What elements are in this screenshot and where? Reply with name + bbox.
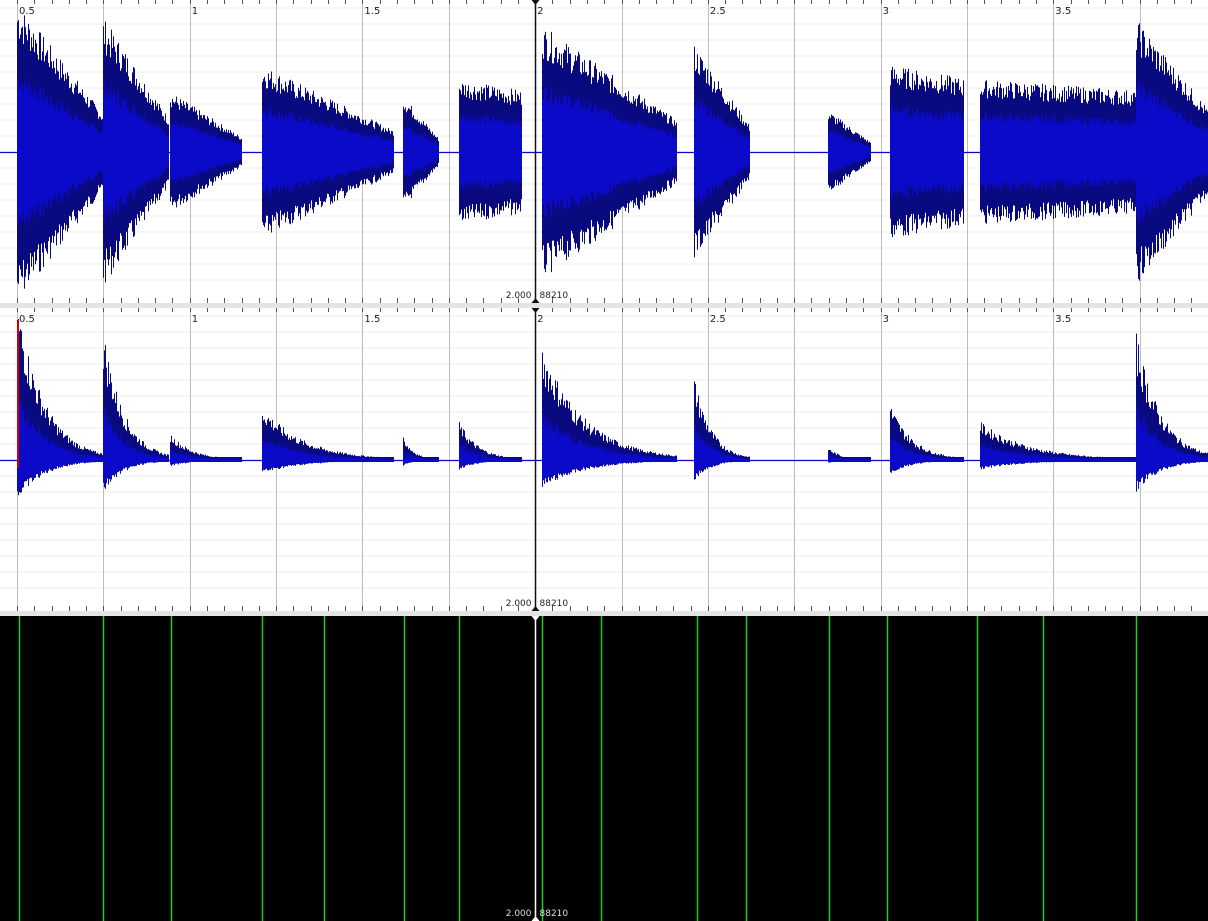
time-ruler-ticks [17, 0, 1192, 303]
onset-function-segment [980, 422, 1137, 470]
playhead[interactable]: 2.000 88210 [506, 308, 569, 611]
playhead-top-handle[interactable] [531, 616, 540, 621]
waveform-segment [980, 80, 1137, 224]
pane-splitter[interactable] [0, 611, 1208, 616]
pane-splitter[interactable] [0, 303, 1208, 308]
waveform-segment [170, 96, 242, 208]
waveform-pane[interactable]: 0.5 1 1.5 2 2.5 3 3.5 2.000 88210 [0, 0, 1208, 303]
onset-function-segment [403, 437, 439, 466]
onset-function [0, 319, 1208, 496]
time-tick-label: 2 [537, 314, 543, 325]
waveform-segment [262, 71, 394, 233]
waveform-segment [542, 31, 677, 273]
time-tick-label: 2.5 [710, 6, 726, 17]
onset-function-segment [828, 449, 871, 463]
time-tick-label: 1 [192, 6, 198, 17]
time-tick-label: 3 [883, 6, 889, 17]
time-tick-label: 2.5 [710, 314, 726, 325]
time-tick-label: 0.5 [19, 314, 35, 325]
onset-markers-pane[interactable]: 2.000 88210 [0, 616, 1208, 921]
playhead-time-label: 2.000 [506, 909, 532, 919]
time-tick-label: 1.5 [364, 314, 380, 325]
onset-function-segment [694, 381, 750, 480]
playhead-time-label: 2.000 [506, 291, 532, 301]
onset-function-segment [459, 422, 522, 470]
playhead-top-handle[interactable] [531, 0, 540, 5]
waveform-segment [1136, 23, 1208, 281]
onset-function-segment [17, 319, 104, 496]
playhead-sample-label: 88210 [540, 599, 569, 609]
waveform-segment [103, 21, 169, 283]
waveform [0, 15, 1208, 289]
time-ruler-labels: 0.5 1 1.5 2 2.5 3 3.5 [19, 6, 1071, 17]
time-ruler-labels: 0.5 1 1.5 2 2.5 3 3.5 [19, 314, 1071, 325]
time-tick-label: 3.5 [1055, 314, 1071, 325]
playhead[interactable]: 2.000 88210 [506, 0, 569, 303]
time-tick-label: 2 [537, 6, 543, 17]
time-tick-label: 3.5 [1055, 6, 1071, 17]
playhead-time-label: 2.000 [506, 599, 532, 609]
waveform-segment [459, 83, 522, 221]
onset-function-segment [262, 415, 394, 472]
time-ruler-ticks [17, 308, 1192, 611]
playhead-bottom-handle[interactable] [531, 916, 540, 921]
onset-function-segment [1136, 333, 1208, 492]
waveform-segment [694, 46, 750, 258]
waveform-canvas[interactable]: 0.5 1 1.5 2 2.5 3 3.5 2.000 88210 [0, 0, 1208, 303]
playhead-top-handle[interactable] [531, 308, 540, 313]
time-tick-label: 3 [883, 314, 889, 325]
onset-markers-canvas[interactable]: 2.000 88210 [0, 616, 1208, 921]
time-tick-label: 1 [192, 314, 198, 325]
onset-function-canvas[interactable]: 0.5 1 1.5 2 2.5 3 3.5 2.000 88210 [0, 308, 1208, 611]
waveform-segment [403, 105, 439, 199]
playhead-bottom-handle[interactable] [531, 606, 540, 611]
onset-function-pane[interactable]: 0.5 1 1.5 2 2.5 3 3.5 2.000 88210 [0, 308, 1208, 611]
playhead-sample-label: 88210 [540, 909, 569, 919]
waveform-segment [828, 114, 871, 190]
waveform-segment [890, 66, 964, 238]
onset-function-segment [890, 408, 964, 473]
time-tick-label: 1.5 [364, 6, 380, 17]
playhead-bottom-handle[interactable] [531, 298, 540, 303]
waveform-segment [17, 15, 104, 289]
playhead-sample-label: 88210 [540, 291, 569, 301]
playhead[interactable]: 2.000 88210 [506, 616, 569, 921]
onset-function-segment [103, 345, 169, 489]
onset-markers [18, 616, 1138, 921]
onset-function-segment [542, 352, 677, 487]
time-tick-label: 0.5 [19, 6, 35, 17]
onset-function-segment [170, 435, 242, 467]
amplitude-grid [0, 315, 1208, 589]
